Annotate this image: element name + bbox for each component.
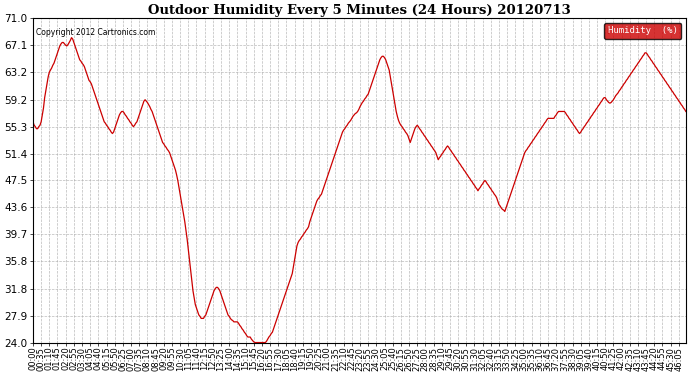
Title: Outdoor Humidity Every 5 Minutes (24 Hours) 20120713: Outdoor Humidity Every 5 Minutes (24 Hou…: [148, 4, 571, 17]
Legend: Humidity  (%): Humidity (%): [604, 23, 681, 39]
Text: Copyright 2012 Cartronics.com: Copyright 2012 Cartronics.com: [37, 28, 156, 37]
